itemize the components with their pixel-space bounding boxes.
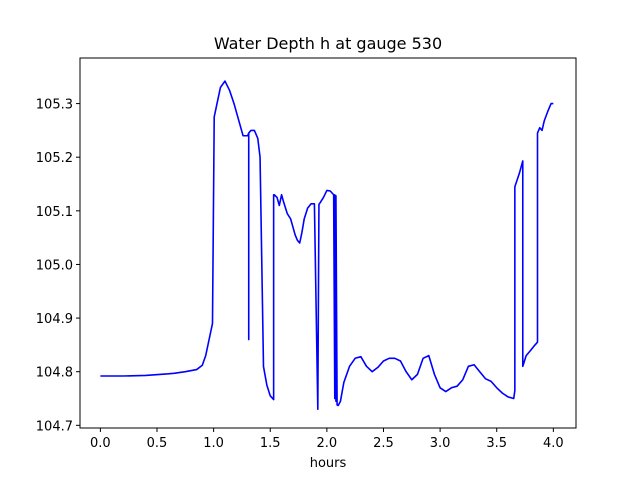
series-line-water-depth: [100, 80, 554, 411]
x-tick-label: 0.5: [147, 436, 168, 451]
y-tick-label: 105.1: [36, 205, 73, 220]
x-tick-label: 3.5: [486, 436, 507, 451]
x-tick-label: 1.0: [203, 436, 224, 451]
y-tick-label: 104.7: [36, 419, 73, 434]
y-tick-label: 104.8: [36, 366, 73, 381]
x-tick-label: 3.0: [430, 436, 451, 451]
x-tick-label: 4.0: [543, 436, 564, 451]
x-axis-label: hours: [310, 456, 347, 471]
x-tick-label: 1.5: [260, 436, 281, 451]
x-tick-label: 0.0: [90, 436, 111, 451]
chart-title: Water Depth h at gauge 530: [214, 34, 442, 53]
x-axis: 0.0 0.5 1.0 1.5 2.0 2.5 3.0 3.5 4.0: [90, 428, 564, 451]
y-tick-label: 104.9: [36, 312, 73, 327]
series-layer: [100, 80, 554, 411]
plot-frame: [79, 57, 577, 429]
y-tick-label: 105.2: [36, 151, 73, 166]
y-axis: 104.7 104.8 104.9 105.0 105.1 105.2 105.3: [36, 98, 80, 434]
x-tick-label: 2.5: [373, 436, 394, 451]
plot-background: [80, 58, 576, 428]
y-tick-label: 105.3: [36, 98, 73, 113]
plot-area: 0.0 0.5 1.0 1.5 2.0 2.5 3.0 3.5 4.0 104.7104.810…: [36, 57, 577, 451]
x-tick-label: 2.0: [317, 436, 338, 451]
y-tick-label: 105.0: [36, 258, 73, 273]
